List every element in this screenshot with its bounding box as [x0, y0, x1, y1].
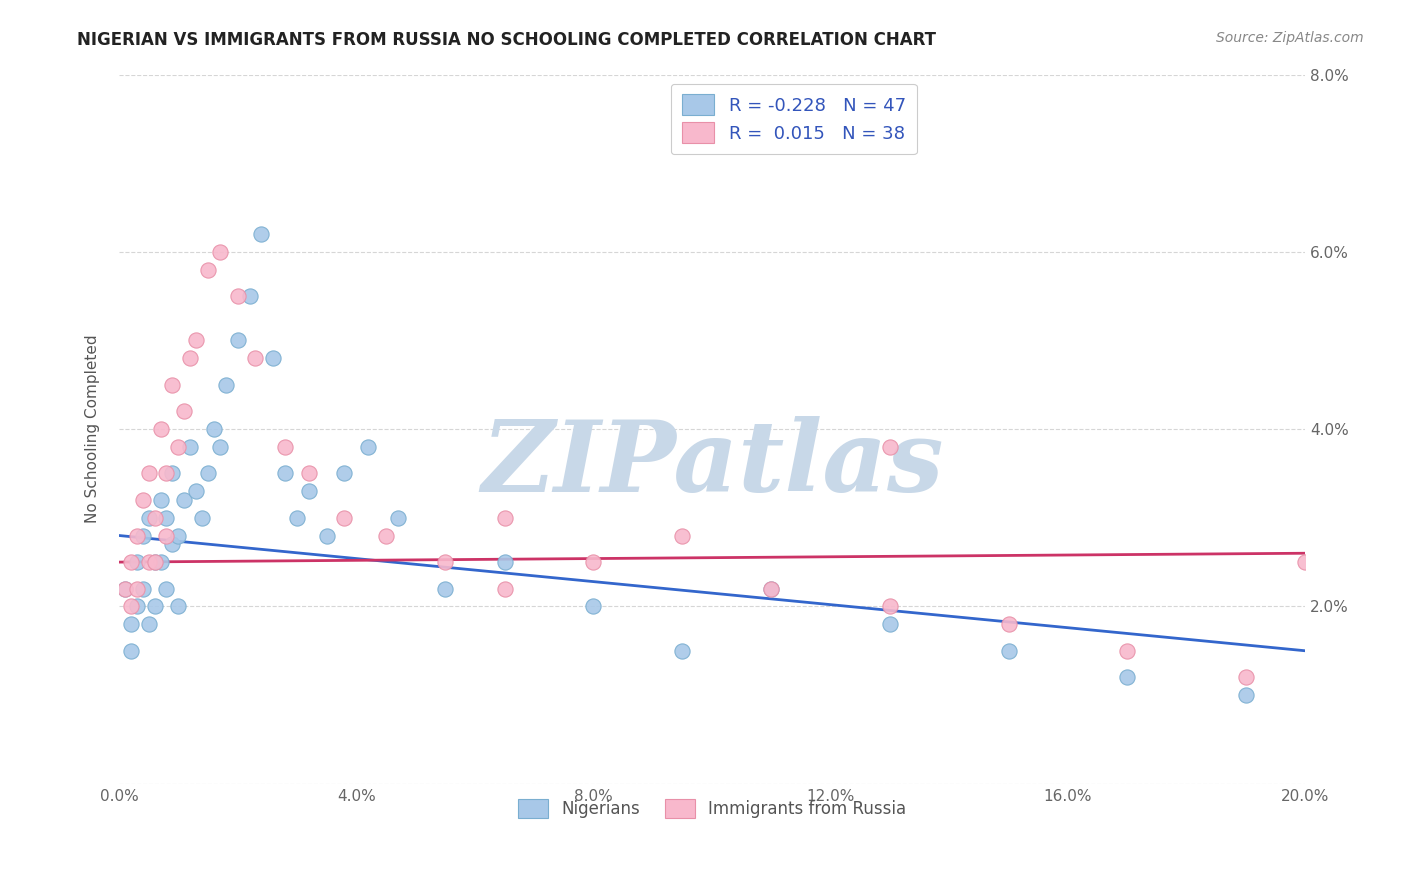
Point — [120, 644, 142, 658]
Point — [671, 644, 693, 658]
Point — [197, 467, 219, 481]
Point — [114, 582, 136, 596]
Point — [274, 467, 297, 481]
Point — [149, 493, 172, 508]
Point — [114, 582, 136, 596]
Point — [298, 484, 321, 499]
Point — [179, 440, 201, 454]
Point — [138, 617, 160, 632]
Legend: Nigerians, Immigrants from Russia: Nigerians, Immigrants from Russia — [512, 792, 912, 825]
Point — [761, 582, 783, 596]
Point — [186, 334, 208, 348]
Point — [143, 555, 166, 569]
Point — [208, 244, 231, 259]
Point — [997, 644, 1019, 658]
Point — [125, 555, 148, 569]
Point — [202, 422, 225, 436]
Point — [197, 262, 219, 277]
Point — [173, 404, 195, 418]
Point — [125, 599, 148, 614]
Point — [879, 440, 901, 454]
Point — [132, 528, 155, 542]
Point — [132, 582, 155, 596]
Point — [186, 484, 208, 499]
Point — [761, 582, 783, 596]
Point — [215, 377, 238, 392]
Point — [179, 351, 201, 366]
Point — [167, 528, 190, 542]
Point — [494, 510, 516, 524]
Point — [138, 510, 160, 524]
Point — [250, 227, 273, 241]
Point — [1294, 555, 1316, 569]
Point — [879, 599, 901, 614]
Point — [149, 422, 172, 436]
Text: Source: ZipAtlas.com: Source: ZipAtlas.com — [1216, 31, 1364, 45]
Point — [226, 289, 249, 303]
Point — [162, 377, 184, 392]
Text: ZIPatlas: ZIPatlas — [481, 417, 943, 513]
Point — [167, 440, 190, 454]
Point — [582, 555, 605, 569]
Point — [155, 510, 177, 524]
Point — [155, 467, 177, 481]
Text: NIGERIAN VS IMMIGRANTS FROM RUSSIA NO SCHOOLING COMPLETED CORRELATION CHART: NIGERIAN VS IMMIGRANTS FROM RUSSIA NO SC… — [77, 31, 936, 49]
Point — [315, 528, 337, 542]
Point — [208, 440, 231, 454]
Point — [333, 467, 356, 481]
Point — [262, 351, 284, 366]
Point — [162, 467, 184, 481]
Point — [162, 537, 184, 551]
Point — [298, 467, 321, 481]
Point — [155, 528, 177, 542]
Point — [879, 617, 901, 632]
Point — [434, 555, 457, 569]
Point — [1234, 688, 1257, 702]
Point — [138, 555, 160, 569]
Point — [374, 528, 396, 542]
Point — [494, 582, 516, 596]
Point — [125, 582, 148, 596]
Point — [149, 555, 172, 569]
Point — [1116, 670, 1139, 684]
Point — [333, 510, 356, 524]
Point — [132, 493, 155, 508]
Point — [143, 510, 166, 524]
Point — [125, 528, 148, 542]
Point — [143, 555, 166, 569]
Point — [434, 582, 457, 596]
Point — [155, 582, 177, 596]
Point — [387, 510, 409, 524]
Point — [138, 467, 160, 481]
Point — [582, 599, 605, 614]
Point — [120, 599, 142, 614]
Point — [167, 599, 190, 614]
Point — [143, 599, 166, 614]
Point — [245, 351, 267, 366]
Point — [120, 555, 142, 569]
Point — [173, 493, 195, 508]
Point — [285, 510, 308, 524]
Point — [274, 440, 297, 454]
Point — [120, 617, 142, 632]
Point — [238, 289, 260, 303]
Point — [226, 334, 249, 348]
Point — [1234, 670, 1257, 684]
Point — [671, 528, 693, 542]
Point — [191, 510, 214, 524]
Point — [997, 617, 1019, 632]
Y-axis label: No Schooling Completed: No Schooling Completed — [86, 334, 100, 524]
Point — [1116, 644, 1139, 658]
Point — [494, 555, 516, 569]
Point — [357, 440, 380, 454]
